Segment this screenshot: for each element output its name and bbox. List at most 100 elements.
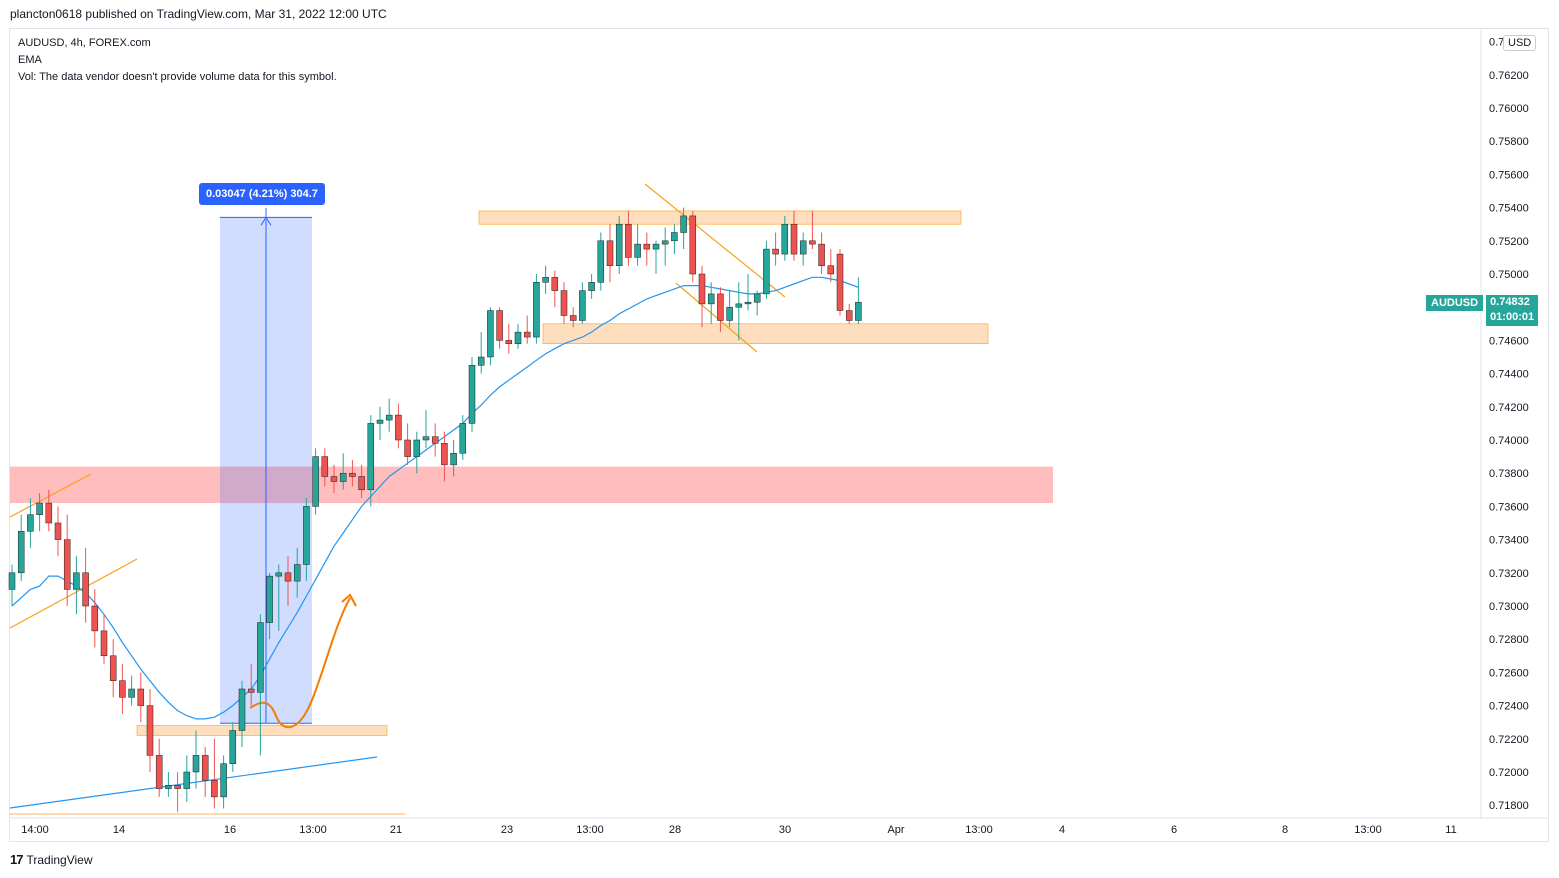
candle-body (73, 572, 80, 590)
candle-body (523, 331, 531, 338)
trendline-3 (675, 282, 758, 353)
candle-body (192, 755, 200, 773)
candle-body (845, 310, 853, 321)
candle (293, 547, 301, 598)
currency-button[interactable]: USD (1503, 35, 1537, 51)
candle-body (109, 655, 117, 681)
trendline-2 (644, 183, 786, 298)
candle (459, 415, 467, 460)
candle-body (799, 240, 807, 255)
candle (303, 498, 310, 582)
candle-body (579, 290, 586, 321)
candle-body (8, 572, 16, 590)
zone-demand (136, 725, 388, 736)
candle-body (726, 306, 733, 321)
tradingview-logo[interactable]: 17 TradingView (10, 852, 93, 867)
projection-curve (249, 597, 351, 729)
candle-body (367, 423, 375, 491)
price-tick-label: 0.71800 (1489, 800, 1529, 812)
candle-body (229, 730, 237, 764)
candle (450, 440, 457, 477)
candle-body (211, 780, 218, 798)
candle (45, 489, 53, 532)
candle-body (588, 282, 595, 291)
candle (597, 232, 605, 291)
candle-body (634, 243, 641, 258)
candle (569, 307, 577, 328)
candle-body (257, 622, 264, 693)
candle (100, 614, 108, 665)
candle (73, 556, 80, 615)
candle-body (422, 436, 430, 441)
candle-body (155, 755, 163, 789)
candles-layer (8, 207, 862, 812)
price-tick-label: 0.74200 (1489, 402, 1529, 414)
price-tick-label: 0.75000 (1489, 269, 1529, 281)
candle-body (661, 240, 669, 245)
candle-body (63, 539, 71, 590)
candle-body (238, 688, 246, 731)
candle (588, 274, 595, 299)
candle (468, 357, 476, 432)
price-tick-label: 0.75400 (1489, 203, 1529, 215)
last-price-tag: AUDUSD 0.74832 01:00:01 (1426, 295, 1539, 326)
candle-body (413, 439, 421, 457)
candle (763, 240, 770, 299)
candle-body (358, 476, 365, 491)
candle (358, 464, 365, 499)
candle-body (744, 301, 752, 305)
candle-body (827, 265, 835, 275)
candle (36, 493, 43, 532)
projection-arrow-head (341, 593, 357, 607)
candle (54, 506, 62, 557)
candle (680, 207, 687, 250)
candle-body (496, 310, 503, 341)
candle-body (652, 243, 660, 250)
price-tick-label: 0.73400 (1489, 535, 1529, 547)
candle (284, 556, 292, 606)
chart-legend: AUDUSD, 4h, FOREX.com EMA Vol: The data … (18, 35, 337, 86)
candle-body (45, 502, 53, 524)
legend-symbol[interactable]: AUDUSD, 4h, FOREX.com (18, 37, 151, 49)
candle (579, 282, 586, 324)
candle (266, 572, 273, 640)
candle (8, 564, 16, 606)
zone-resistance (478, 210, 962, 225)
candle (809, 210, 816, 250)
candle (441, 431, 448, 482)
candle-body (54, 522, 62, 540)
time-tick-label: 13:00 (576, 824, 604, 836)
legend-indicator[interactable]: EMA (18, 54, 42, 66)
price-tag-countdown: 01:00:01 (1490, 311, 1535, 323)
candle (220, 755, 227, 809)
candle (615, 215, 623, 274)
price-tick-label: 0.76000 (1489, 103, 1529, 115)
candle (275, 564, 283, 631)
candle-body (275, 572, 283, 577)
candle-body (450, 453, 457, 466)
candle (174, 772, 181, 812)
time-tick-label: 14 (113, 824, 125, 836)
candle-body (395, 414, 402, 441)
price-tick-label: 0.74400 (1489, 369, 1529, 381)
candle (192, 730, 200, 789)
chart-frame[interactable] (9, 28, 1549, 842)
price-tick-label: 0.75600 (1489, 169, 1529, 181)
candle (772, 232, 779, 266)
candle (109, 639, 117, 698)
price-tick-label: 0.72200 (1489, 734, 1529, 746)
candle (477, 332, 485, 374)
price-tick-label: 0.74000 (1489, 435, 1529, 447)
trendline-0 (9, 473, 92, 518)
candle-body (625, 223, 632, 258)
candle-body (27, 514, 34, 532)
price-tag-symbol: AUDUSD (1426, 295, 1484, 311)
candle (726, 290, 733, 328)
time-tick-label: 14:00 (21, 824, 49, 836)
candle-body (220, 763, 227, 798)
candle (643, 232, 651, 266)
measure-label: 0.03047 (4.21%) 304.7 (199, 183, 325, 205)
time-tick-label: 21 (390, 824, 402, 836)
candle (27, 498, 34, 548)
